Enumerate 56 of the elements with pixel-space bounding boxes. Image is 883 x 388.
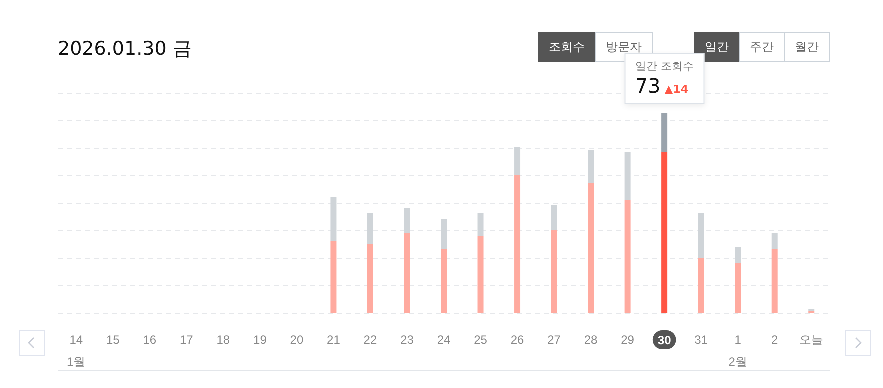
x-tick-label: 18	[216, 333, 230, 347]
x-tick-label: 31	[694, 333, 708, 347]
x-tick-label: 28	[584, 333, 598, 347]
bar	[588, 150, 594, 183]
bar	[514, 175, 521, 313]
bar	[514, 147, 521, 175]
bar	[330, 241, 337, 313]
x-tick-label: 21	[327, 333, 341, 347]
bar	[698, 258, 704, 313]
x-tick-label: 1 2월	[728, 333, 748, 369]
text: ▲14	[664, 83, 689, 96]
bar	[735, 263, 742, 313]
bar	[772, 233, 778, 249]
bar	[367, 244, 374, 313]
x-tick-label: 14 1월	[67, 333, 86, 369]
x-tick-label: 22	[364, 333, 378, 347]
x-tick-label: 20	[290, 333, 304, 347]
text: 방문자	[606, 40, 642, 54]
bar	[441, 219, 447, 249]
text: 주간	[739, 32, 785, 62]
bar	[772, 249, 778, 313]
bar	[478, 213, 484, 236]
bar	[735, 247, 742, 263]
x-tick-label: 오늘	[800, 333, 824, 347]
x-tick-label: 25	[474, 333, 488, 347]
x-tick-label: 15	[106, 333, 120, 347]
bar	[404, 233, 410, 313]
text: 조회수	[538, 32, 596, 62]
bar	[588, 183, 594, 313]
chart-title: 2026.01.30 금	[58, 37, 192, 62]
bar	[698, 213, 704, 258]
x-tick-label: 27	[548, 333, 562, 347]
bar	[662, 152, 668, 313]
x-tick-label: 23	[400, 333, 414, 347]
text: 월간	[784, 32, 830, 62]
bar	[478, 236, 484, 313]
bar	[330, 197, 337, 241]
x-tick-label: 19	[254, 333, 268, 347]
x-tick-label: 24	[437, 333, 451, 347]
text: 일간 조회수	[635, 59, 694, 74]
x-tick-label: 17	[180, 333, 194, 347]
x-tick-label: 2	[772, 333, 779, 347]
x-tick-label: 26	[510, 333, 525, 347]
bar	[662, 113, 668, 152]
bar	[441, 249, 447, 313]
bar	[551, 230, 558, 313]
text: 일간	[694, 32, 740, 62]
x-tick-label: 29	[621, 333, 635, 347]
x-tick-label: 30	[658, 334, 672, 348]
bar	[367, 213, 374, 244]
bar	[624, 152, 631, 200]
bar	[624, 200, 631, 313]
text: 73	[635, 74, 661, 98]
x-tick-label: 16	[143, 333, 157, 347]
bar	[404, 208, 410, 233]
bar	[551, 205, 558, 230]
